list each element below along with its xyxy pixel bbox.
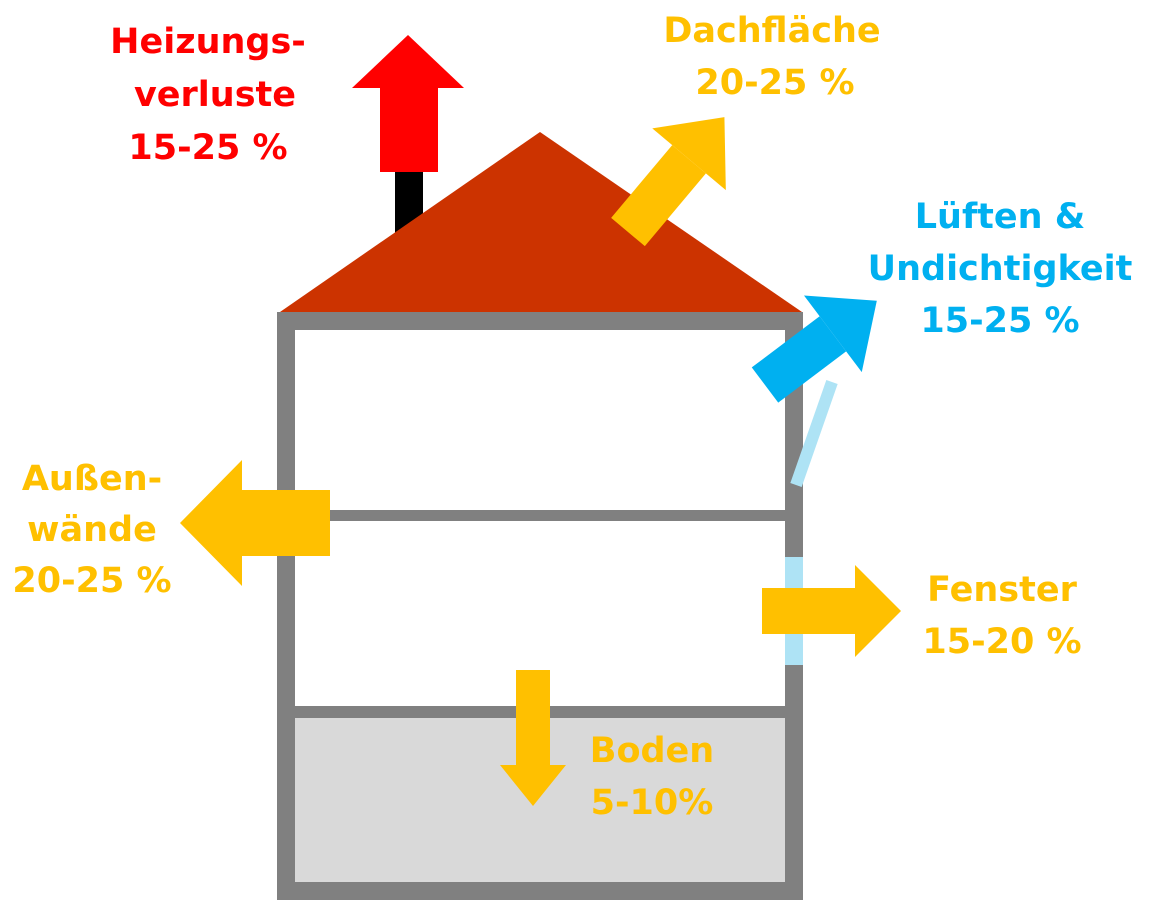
arrow-right (762, 565, 901, 657)
label-line: Außen- (22, 459, 162, 499)
arrow-left (180, 460, 330, 586)
label-line: Heizungs- (110, 22, 306, 62)
arrow-down (500, 670, 566, 806)
open-window (790, 380, 838, 487)
label-line: 20-25 % (12, 561, 171, 601)
label-line: 5-10% (591, 783, 714, 823)
label-line: 20-25 % (695, 63, 854, 103)
label-line: Undichtigkeit (868, 249, 1133, 289)
label-heating: Heizungs- verluste 15-25 % (110, 22, 306, 168)
label-line: Dachfläche (663, 11, 880, 51)
label-windows: Fenster 15-20 % (922, 570, 1081, 662)
floor (295, 510, 785, 521)
label-line: verluste (134, 75, 296, 115)
label-walls: Außen- wände 20-25 % (12, 459, 171, 601)
label-line: 15-25 % (128, 128, 287, 168)
label-floor: Boden 5-10% (590, 731, 714, 823)
label-line: wände (27, 510, 157, 550)
arrow-up (352, 35, 464, 172)
label-line: 15-20 % (922, 622, 1081, 662)
label-line: Fenster (927, 570, 1077, 610)
label-line: Boden (590, 731, 714, 771)
label-roof: Dachfläche 20-25 % (663, 11, 880, 103)
arrow-ventilation (751, 295, 877, 403)
roof (280, 132, 802, 312)
label-line: 15-25 % (920, 301, 1079, 341)
label-ventilation: Lüften & Undichtigkeit 15-25 % (868, 197, 1133, 341)
arrow-roof (611, 117, 726, 247)
label-line: Lüften & (915, 197, 1086, 237)
